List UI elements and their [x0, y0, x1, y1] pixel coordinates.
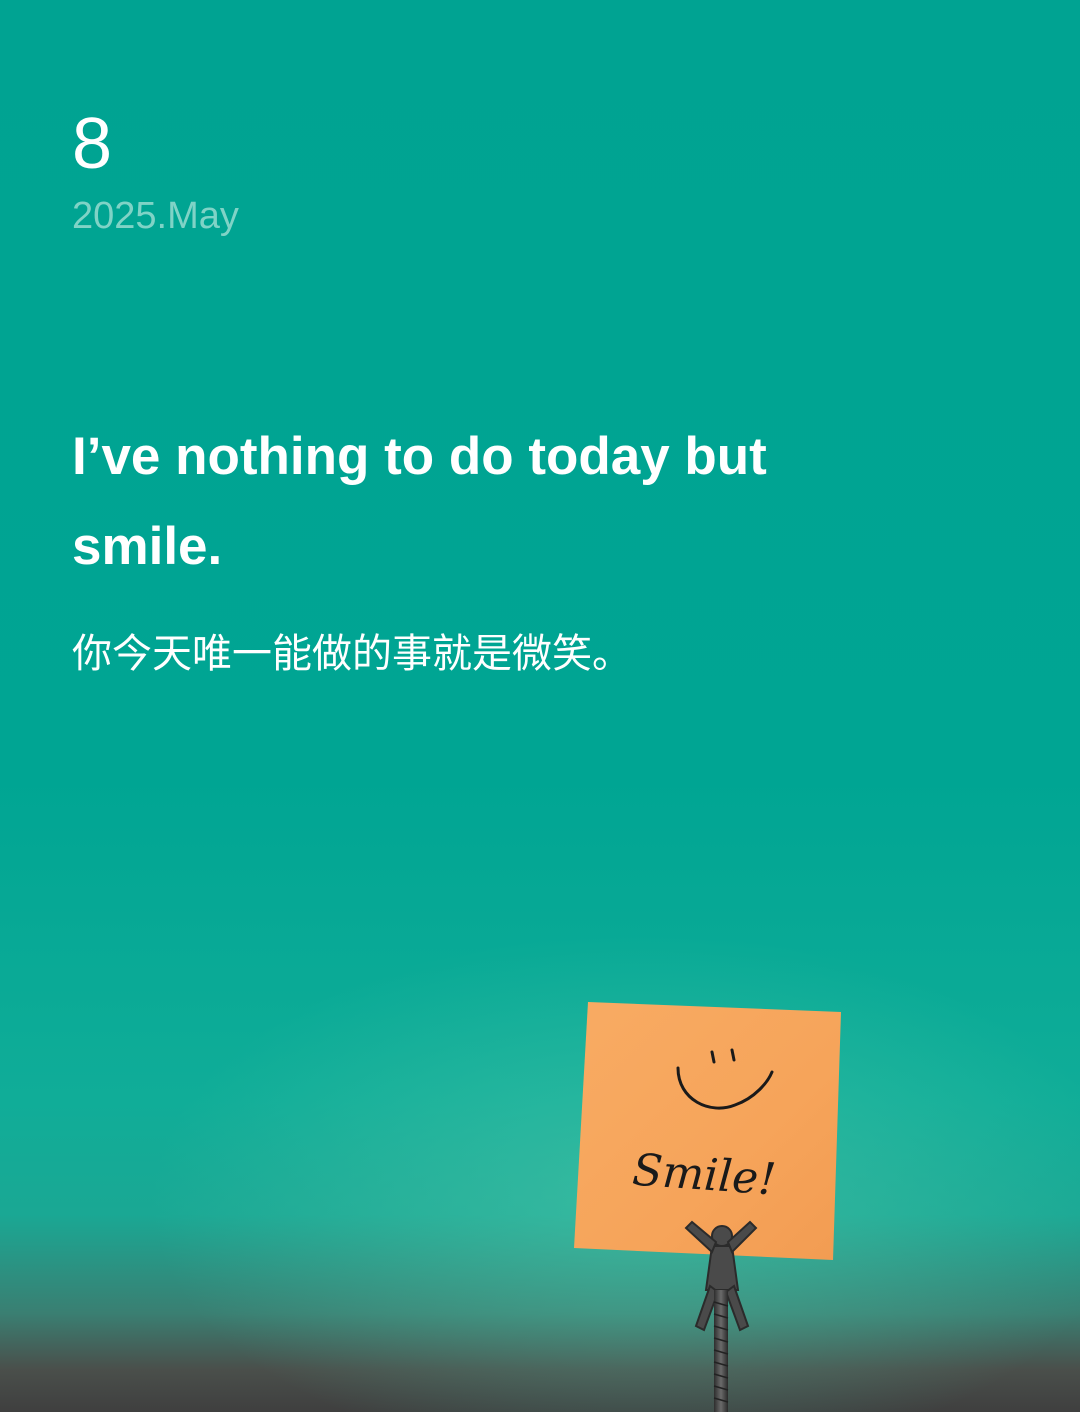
- smiley-face-icon: [676, 1048, 774, 1110]
- sticky-note: [574, 1002, 841, 1260]
- sticky-note-illustration: Smile!: [574, 1002, 841, 1412]
- quote-chinese: 你今天唯一能做的事就是微笑。: [72, 631, 632, 677]
- date-year-month: 2025.May: [72, 195, 239, 237]
- quote-english: I’ve nothing to do today but smile.: [72, 427, 767, 576]
- date-day: 8: [72, 104, 113, 184]
- screw-stand: [714, 1290, 728, 1412]
- note-handwritten-text: Smile!: [631, 1145, 778, 1206]
